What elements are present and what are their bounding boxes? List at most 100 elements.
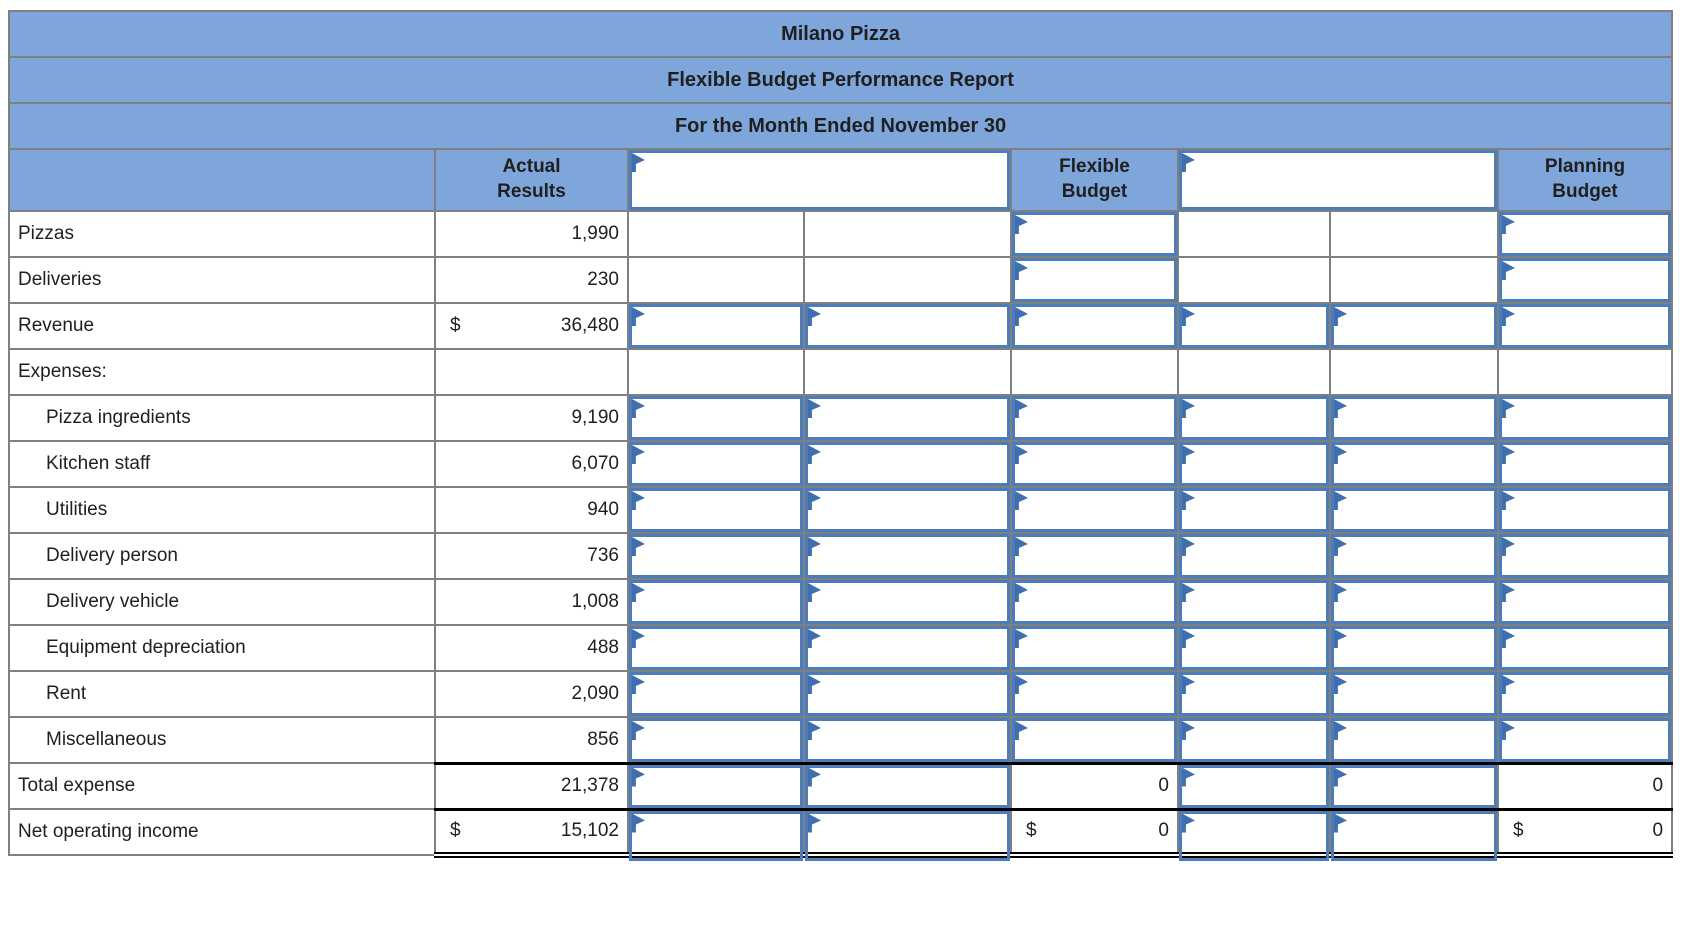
actual-value: $15,102	[434, 807, 629, 858]
input-flag-icon	[808, 399, 821, 418]
input-box	[805, 580, 1010, 624]
empty-cell	[1496, 348, 1674, 396]
answer-input-cell[interactable]	[1177, 302, 1331, 350]
answer-input-cell[interactable]	[1010, 302, 1179, 350]
answer-input-cell[interactable]	[1010, 670, 1179, 718]
input-box	[1331, 810, 1497, 861]
answer-input-cell[interactable]	[627, 716, 805, 764]
answer-input-cell[interactable]	[1177, 486, 1331, 534]
input-box	[1331, 718, 1497, 762]
answer-input-cell[interactable]	[803, 716, 1012, 764]
input-flag-icon	[808, 721, 821, 740]
input-flag-icon	[808, 307, 821, 326]
answer-input-cell[interactable]	[627, 670, 805, 718]
answer-input-cell[interactable]	[627, 761, 805, 810]
answer-input-cell[interactable]	[1496, 256, 1674, 304]
answer-input-cell[interactable]	[803, 440, 1012, 488]
answer-input-cell[interactable]	[1177, 578, 1331, 626]
input-flag-icon	[632, 675, 645, 694]
answer-input-cell[interactable]	[1177, 394, 1331, 442]
answer-input-cell[interactable]	[1496, 486, 1674, 534]
answer-input-cell[interactable]	[1329, 486, 1499, 534]
answer-input-cell[interactable]	[1496, 578, 1674, 626]
answer-input-cell[interactable]	[1329, 716, 1499, 764]
column-header-blank	[8, 148, 436, 212]
input-flag-icon	[808, 813, 821, 833]
answer-input-cell[interactable]	[1329, 670, 1499, 718]
answer-input-cell[interactable]	[1177, 716, 1331, 764]
answer-input-cell[interactable]	[1010, 624, 1179, 672]
currency-symbol: $	[450, 315, 461, 336]
answer-input-cell[interactable]	[803, 486, 1012, 534]
header-input-cell-variance-1[interactable]	[627, 148, 1012, 212]
answer-input-cell[interactable]	[627, 578, 805, 626]
input-box	[1331, 488, 1497, 532]
answer-input-cell[interactable]	[803, 761, 1012, 810]
answer-input-cell[interactable]	[1329, 624, 1499, 672]
answer-input-cell[interactable]	[1010, 256, 1179, 304]
actual-value: 856	[434, 716, 629, 764]
answer-input-cell[interactable]	[803, 302, 1012, 350]
input-flag-icon	[1502, 445, 1515, 464]
answer-input-cell[interactable]	[1496, 532, 1674, 580]
answer-input-cell[interactable]	[1010, 440, 1179, 488]
input-flag-icon	[1334, 307, 1347, 326]
input-box	[1012, 442, 1177, 486]
row-label: Pizzas	[8, 210, 436, 258]
answer-input-cell[interactable]	[1329, 394, 1499, 442]
answer-input-cell[interactable]	[627, 440, 805, 488]
answer-input-cell[interactable]	[627, 394, 805, 442]
answer-input-cell[interactable]	[627, 486, 805, 534]
input-flag-icon	[808, 445, 821, 464]
input-box	[805, 488, 1010, 532]
answer-input-cell[interactable]	[1177, 532, 1331, 580]
input-flag-icon	[632, 813, 645, 833]
input-flag-icon	[632, 491, 645, 510]
answer-input-cell[interactable]	[1496, 210, 1674, 258]
empty-cell	[1177, 210, 1331, 258]
answer-input-cell[interactable]	[1496, 302, 1674, 350]
answer-input-cell[interactable]	[1329, 532, 1499, 580]
answer-input-cell[interactable]	[803, 670, 1012, 718]
answer-input-cell[interactable]	[1177, 670, 1331, 718]
answer-input-cell[interactable]	[1329, 302, 1499, 350]
header-input-cell-variance-2[interactable]	[1177, 148, 1499, 212]
answer-input-cell[interactable]	[627, 532, 805, 580]
answer-input-cell[interactable]	[803, 578, 1012, 626]
answer-input-cell[interactable]	[1010, 486, 1179, 534]
answer-input-cell[interactable]	[1010, 394, 1179, 442]
answer-input-cell[interactable]	[803, 532, 1012, 580]
input-box	[1499, 442, 1672, 486]
input-flag-icon	[1182, 675, 1195, 694]
answer-input-cell[interactable]	[1496, 440, 1674, 488]
answer-input-cell[interactable]	[1177, 440, 1331, 488]
answer-input-cell[interactable]	[1010, 532, 1179, 580]
input-box	[1499, 488, 1672, 532]
answer-input-cell[interactable]	[1177, 807, 1331, 861]
answer-input-cell[interactable]	[1329, 807, 1499, 861]
answer-input-cell[interactable]	[1496, 716, 1674, 764]
answer-input-cell[interactable]	[1496, 670, 1674, 718]
input-box	[805, 810, 1010, 861]
answer-input-cell[interactable]	[627, 807, 805, 861]
answer-input-cell[interactable]	[1010, 578, 1179, 626]
answer-input-cell[interactable]	[1329, 761, 1499, 810]
answer-input-cell[interactable]	[803, 807, 1012, 861]
answer-input-cell[interactable]	[1496, 624, 1674, 672]
answer-input-cell[interactable]	[1177, 761, 1331, 810]
input-box	[1331, 672, 1497, 716]
answer-input-cell[interactable]	[1329, 578, 1499, 626]
input-flag-icon	[1502, 399, 1515, 418]
answer-input-cell[interactable]	[1010, 210, 1179, 258]
input-flag-icon	[808, 629, 821, 648]
answer-input-cell[interactable]	[1177, 624, 1331, 672]
answer-input-cell[interactable]	[1329, 440, 1499, 488]
input-flag-icon	[632, 721, 645, 740]
answer-input-cell[interactable]	[803, 394, 1012, 442]
answer-input-cell[interactable]	[1496, 394, 1674, 442]
answer-input-cell[interactable]	[627, 624, 805, 672]
answer-input-cell[interactable]	[803, 624, 1012, 672]
answer-input-cell[interactable]	[1010, 716, 1179, 764]
answer-input-cell[interactable]	[627, 302, 805, 350]
input-flag-icon	[1015, 261, 1028, 280]
